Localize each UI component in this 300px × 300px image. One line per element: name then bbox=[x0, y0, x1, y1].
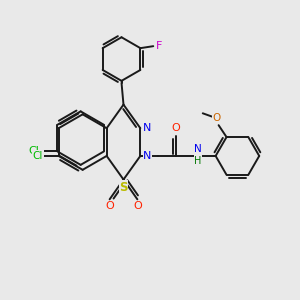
Text: O: O bbox=[105, 201, 114, 211]
Text: F: F bbox=[156, 41, 162, 51]
Text: O: O bbox=[133, 201, 142, 211]
Text: N: N bbox=[194, 144, 202, 154]
Text: Cl: Cl bbox=[28, 146, 39, 157]
Text: S: S bbox=[119, 181, 128, 194]
Text: H: H bbox=[194, 156, 202, 166]
Text: O: O bbox=[212, 113, 221, 123]
Text: Cl: Cl bbox=[33, 151, 43, 161]
Text: O: O bbox=[172, 123, 180, 133]
Text: N: N bbox=[143, 151, 152, 161]
Text: N: N bbox=[143, 123, 152, 133]
